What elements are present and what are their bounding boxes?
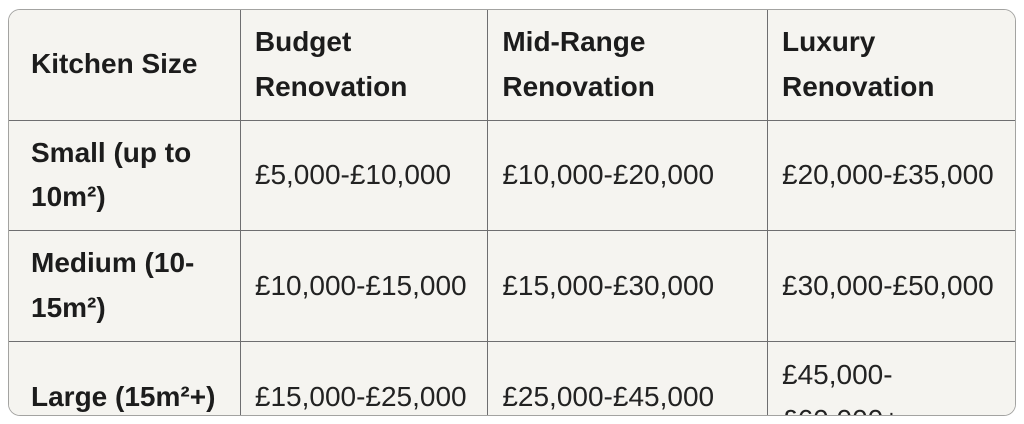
table-row-medium: Medium (10-15m²) £10,000-£15,000 £15,000…: [9, 230, 1015, 342]
cell-small-mid-range: £10,000-£20,000: [487, 120, 768, 232]
renovation-cost-table-container: Kitchen Size Budget Renovation Mid-Range…: [8, 9, 1016, 416]
cell-medium-budget: £10,000-£15,000: [240, 230, 489, 342]
cell-small-size: Small (up to 10m²): [9, 120, 241, 232]
header-cell-luxury-renovation: Luxury Renovation: [767, 10, 1015, 121]
header-cell-budget-renovation: Budget Renovation: [240, 10, 489, 121]
cell-large-budget: £15,000-£25,000: [240, 341, 489, 415]
header-row: Kitchen Size Budget Renovation Mid-Range…: [9, 10, 1015, 121]
cell-small-budget: £5,000-£10,000: [240, 120, 489, 232]
renovation-cost-table: Kitchen Size Budget Renovation Mid-Range…: [9, 10, 1015, 415]
cell-large-luxury: £45,000-£60,000+: [767, 341, 1015, 415]
table-row-small: Small (up to 10m²) £5,000-£10,000 £10,00…: [9, 120, 1015, 232]
header-cell-kitchen-size: Kitchen Size: [9, 10, 241, 121]
cell-medium-luxury: £30,000-£50,000: [767, 230, 1015, 342]
header-cell-mid-range-renovation: Mid-Range Renovation: [487, 10, 768, 121]
cell-large-luxury-value: £45,000-£60,000+: [782, 358, 900, 415]
cell-large-mid-range: £25,000-£45,000: [487, 341, 768, 415]
cell-large-size: Large (15m²+): [9, 341, 241, 415]
cell-small-luxury: £20,000-£35,000: [767, 120, 1015, 232]
cell-medium-size: Medium (10-15m²): [9, 230, 241, 342]
table-header: Kitchen Size Budget Renovation Mid-Range…: [9, 10, 1015, 121]
cell-medium-mid-range: £15,000-£30,000: [487, 230, 768, 342]
table-body: Small (up to 10m²) £5,000-£10,000 £10,00…: [9, 120, 1015, 415]
table-row-large: Large (15m²+) £15,000-£25,000 £25,000-£4…: [9, 341, 1015, 415]
